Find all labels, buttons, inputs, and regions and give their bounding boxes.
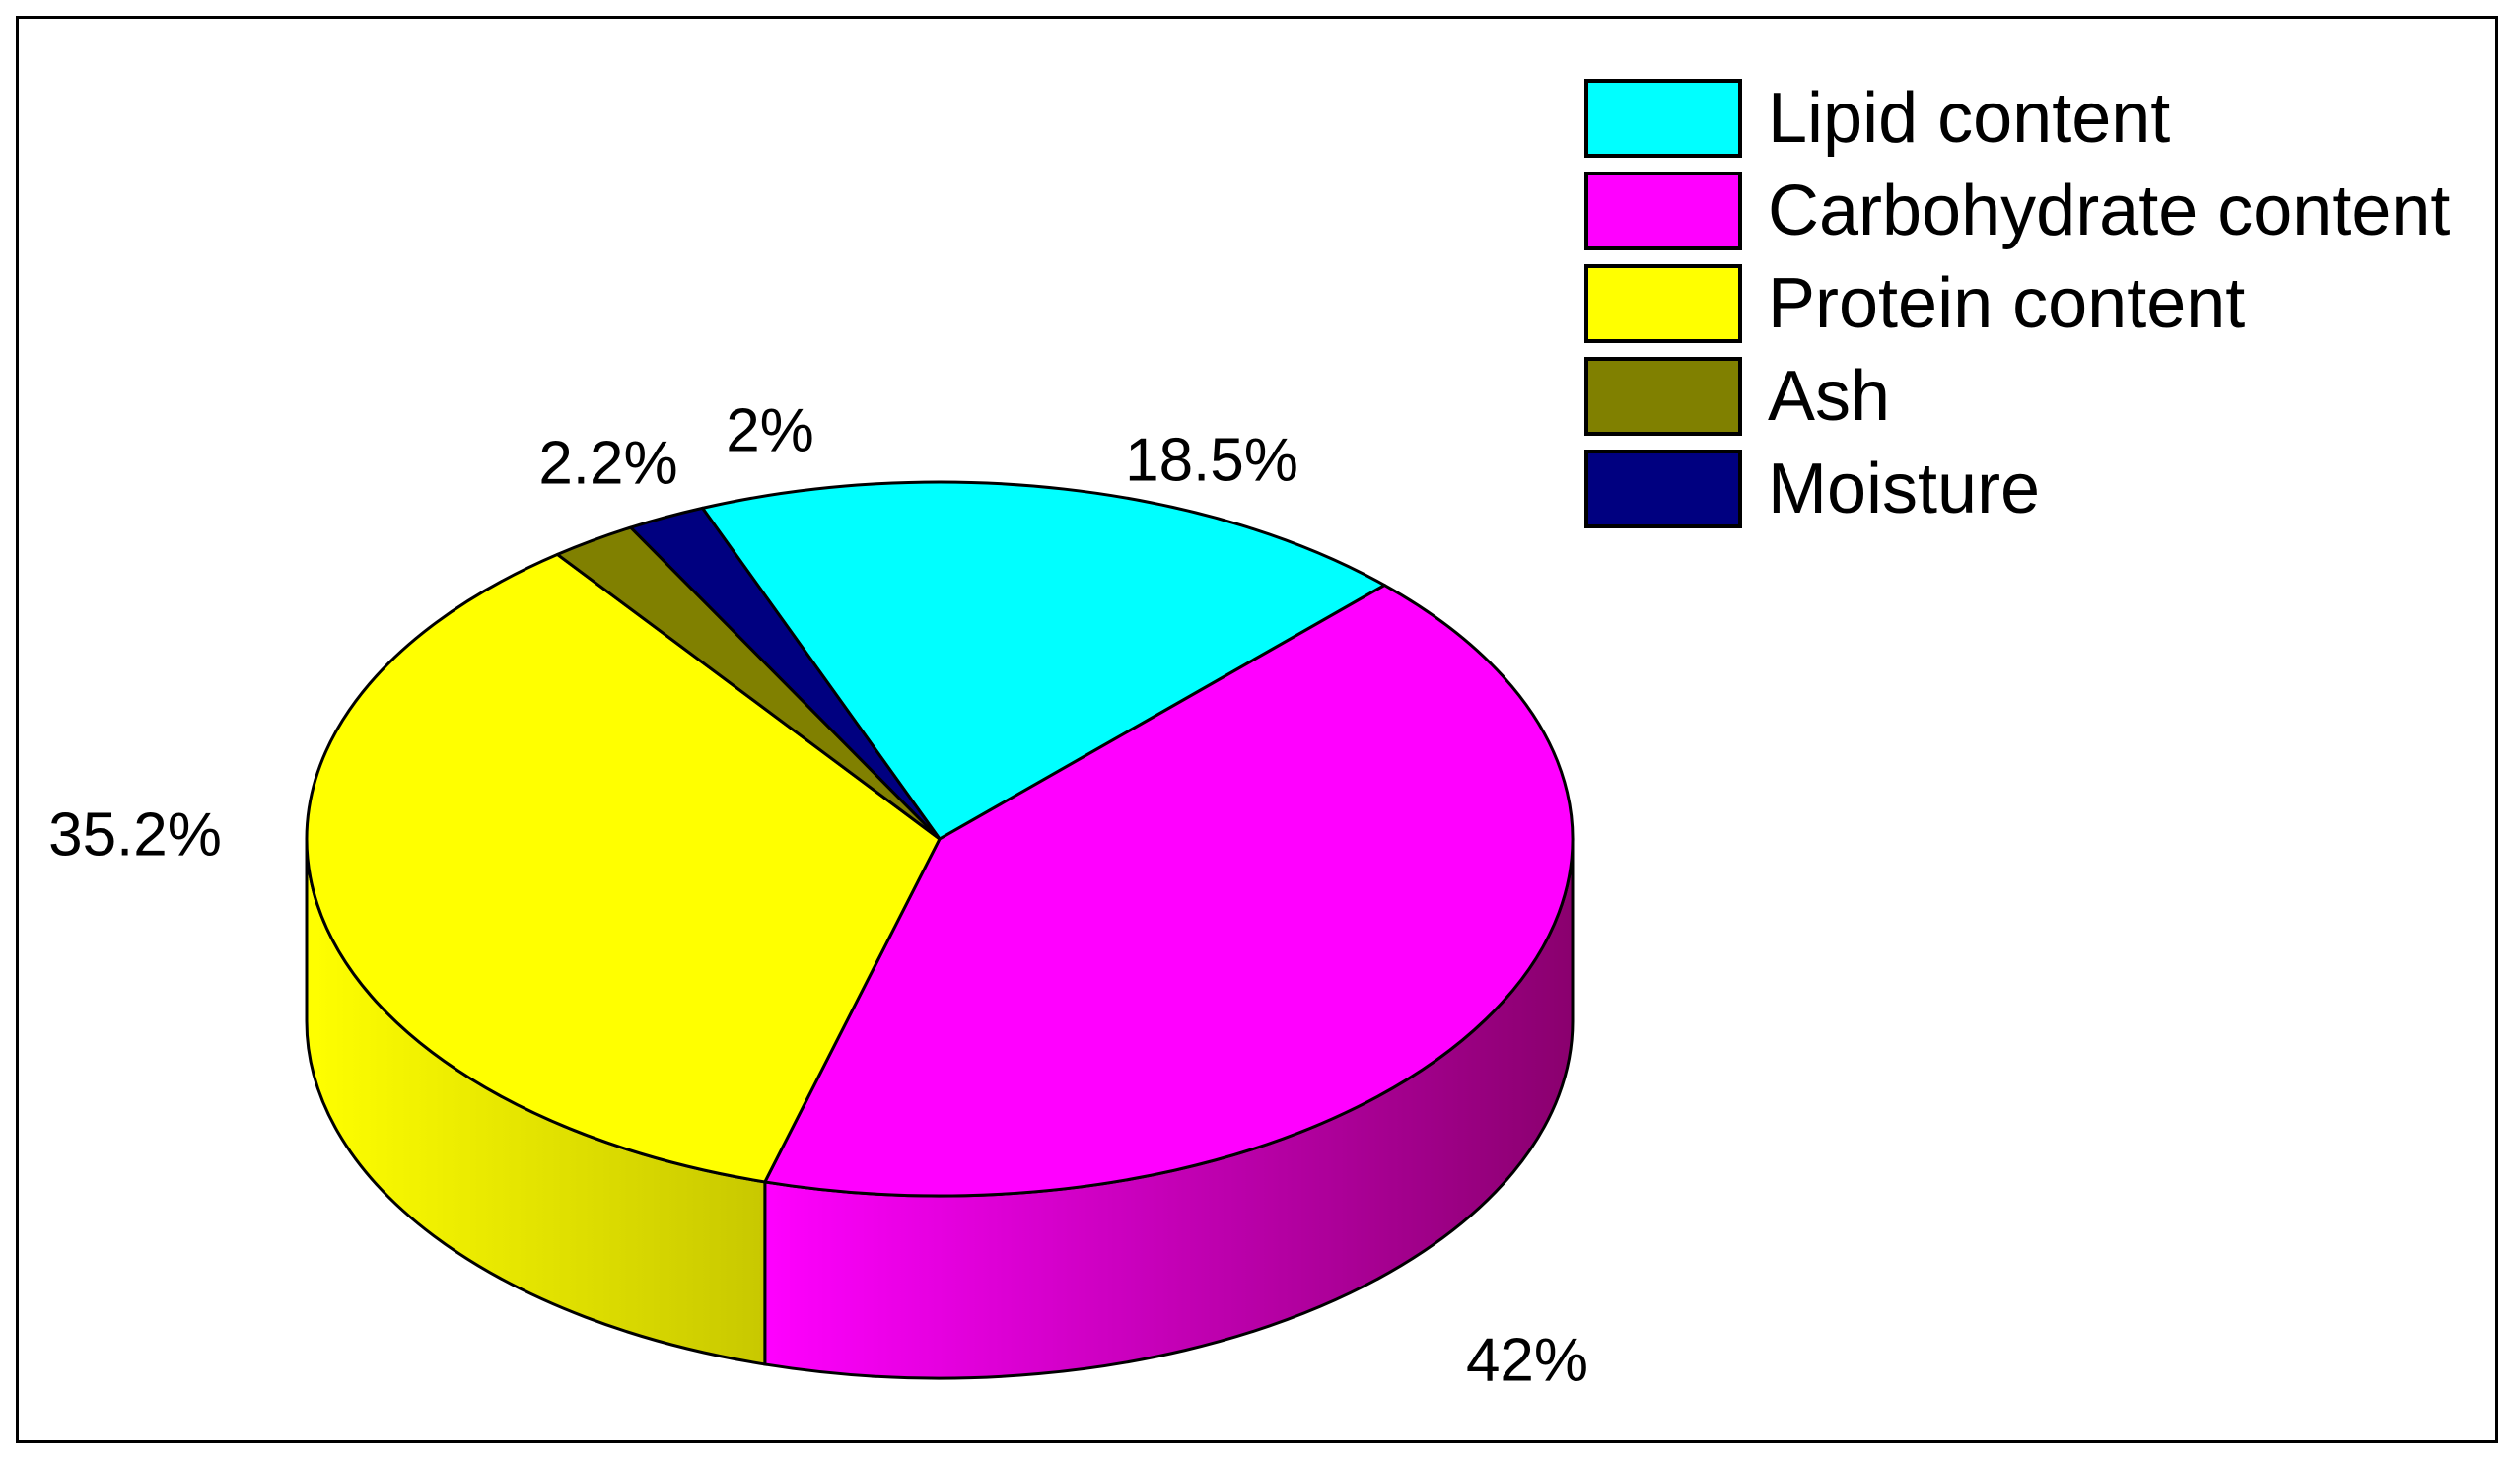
pie-slice-moisture	[629, 506, 942, 841]
legend: Lipid content Carbohydrate content Prote…	[1584, 72, 2450, 535]
pie-label-lipid: 18.5%	[1125, 426, 1298, 494]
pie-tops	[305, 480, 1575, 1198]
legend-label-lipid: Lipid content	[1768, 79, 2171, 158]
legend-swatch-ash	[1584, 357, 1742, 436]
legend-swatch-protein	[1584, 264, 1742, 343]
legend-label-moisture: Moisture	[1768, 450, 2041, 528]
legend-item-moisture: Moisture	[1584, 443, 2450, 535]
legend-label-protein: Protein content	[1768, 264, 2246, 343]
legend-swatch-carbohydrate	[1584, 172, 1742, 250]
pie-labels: 18.5% 42% 35.2% 2.2% 2%	[48, 396, 1588, 1394]
pie-label-ash: 2.2%	[538, 429, 677, 497]
legend-swatch-moisture	[1584, 450, 1742, 528]
pie-slice-carbohydrate	[763, 584, 1575, 1198]
legend-label-ash: Ash	[1768, 357, 1891, 436]
pie-label-carbohydrate: 42%	[1466, 1326, 1588, 1394]
pie-slice-lipid	[701, 480, 1386, 841]
chart-frame: 18.5% 42% 35.2% 2.2% 2% Lipid content Carboh…	[16, 16, 2498, 1443]
legend-item-carbohydrate: Carbohydrate content	[1584, 165, 2450, 257]
legend-swatch-lipid	[1584, 79, 1742, 158]
pie-label-moisture: 2%	[726, 396, 814, 464]
legend-item-lipid: Lipid content	[1584, 72, 2450, 165]
pie-label-protein: 35.2%	[48, 800, 222, 869]
legend-item-ash: Ash	[1584, 350, 2450, 443]
pie-chart: 18.5% 42% 35.2% 2.2% 2%	[48, 396, 1588, 1394]
legend-item-protein: Protein content	[1584, 257, 2450, 350]
legend-label-carbohydrate: Carbohydrate content	[1768, 172, 2451, 250]
pie-slice-protein	[305, 552, 942, 1184]
